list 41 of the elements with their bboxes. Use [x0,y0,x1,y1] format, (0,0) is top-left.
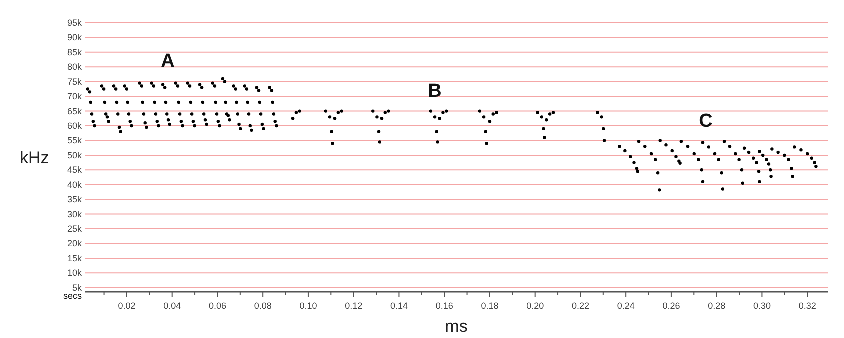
annotation: B [428,81,442,102]
x-tick-label: 0.02 [118,301,136,311]
annotation: C [699,111,714,132]
y-tick-label: 20k [67,238,82,249]
x-tick-label: 0.08 [254,301,272,311]
x-tick-label: 0.10 [300,301,318,311]
y-tick-label: 35k [67,194,82,205]
y-tick-label: 25k [67,224,82,234]
x-tick-label: 0.26 [662,301,680,311]
y-tick-label: 50k [67,150,82,160]
y-tick-label: 30k [67,209,82,220]
y-tick-label: 60k [67,121,82,132]
y-tick-label: 75k [67,76,82,87]
y-tick-label: 40k [67,180,82,190]
x-tick-label: 0.22 [572,301,590,311]
y-tick-label: 10k [67,268,82,278]
y-tick-label: 80k [67,62,82,72]
y-tick-label: 5k [72,282,82,293]
y-tick-label: 85k [67,47,82,58]
y-axis-title: kHz [20,148,50,168]
y-tick-label: 55k [67,136,82,146]
x-tick-label: 0.32 [798,301,816,311]
x-tick-label: 0.28 [708,301,726,311]
x-tick-label: 0.24 [617,301,635,311]
y-tick-label: 95k [67,18,82,28]
x-tick-label: 0.16 [436,301,454,311]
y-tick-label: 15k [67,253,82,264]
y-tick-label: 45k [67,165,82,176]
y-tick-label: 70k [67,92,82,102]
text: secs [63,291,82,301]
x-tick-label: 0.04 [164,301,182,311]
x-tick-label: 0.06 [208,301,226,311]
x-tick-label: 0.12 [345,301,363,311]
y-tick-label: 65k [67,106,82,116]
x-axis-title: ms [445,317,468,336]
annotation: A [161,51,176,72]
x-tick-label: 0.18 [481,301,499,311]
x-tick-label: 0.30 [753,301,771,311]
x-tick-label: 0.14 [390,301,408,311]
x-tick-label: 0.20 [526,301,544,311]
y-tick-label: 90k [67,32,82,43]
